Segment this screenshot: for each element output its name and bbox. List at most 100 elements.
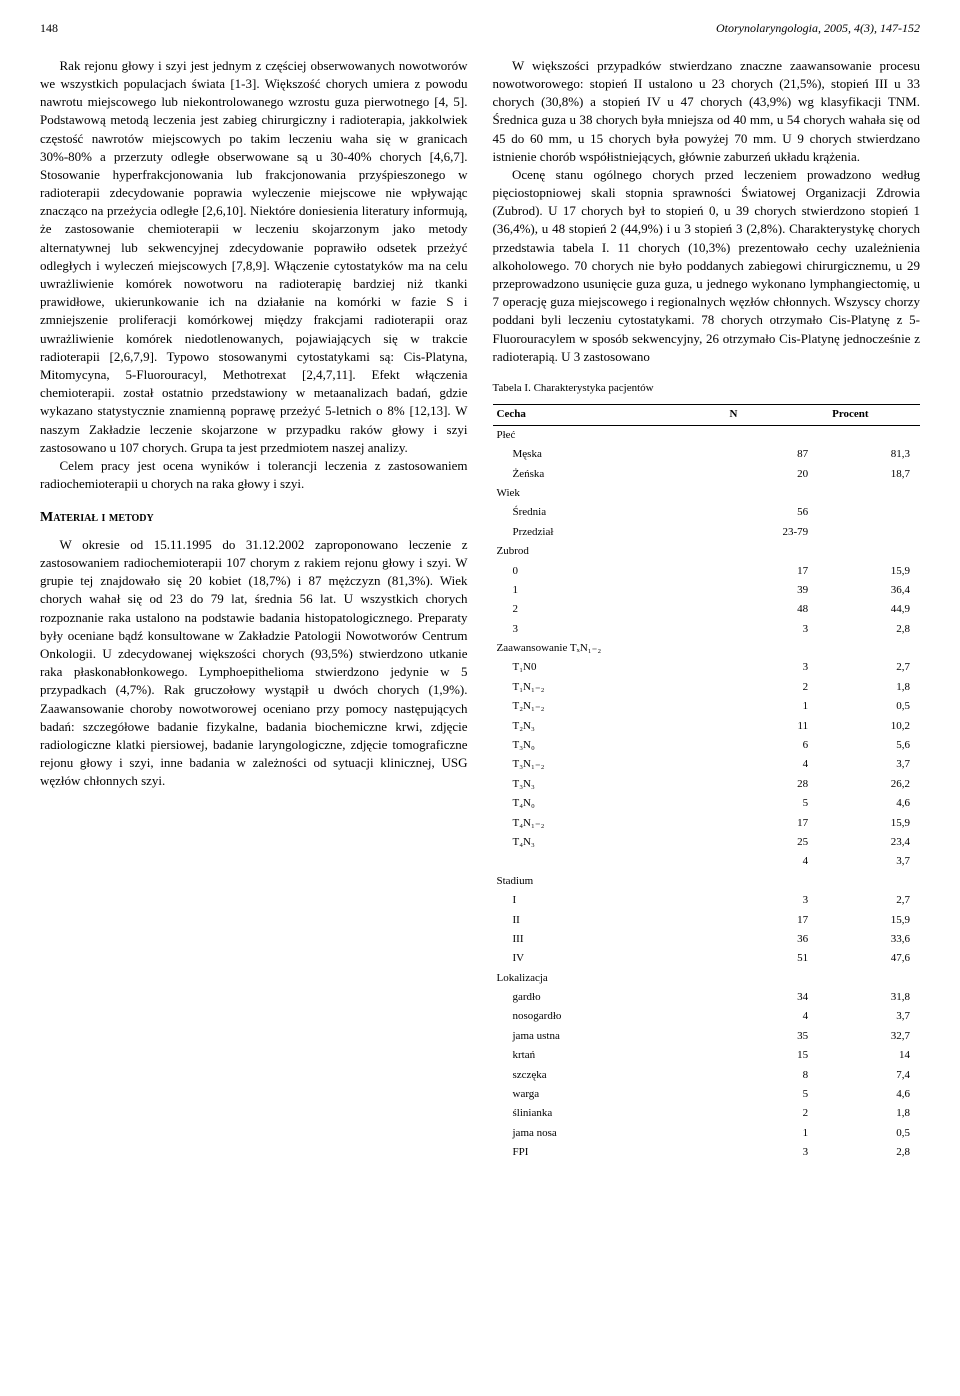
table-cell-pct: 33,6 xyxy=(828,930,920,949)
table-cell-n: 4 xyxy=(725,755,828,774)
table-row: T₂N₃1110,2 xyxy=(493,717,921,736)
table-row: T₃N₀65,6 xyxy=(493,736,921,755)
table-row: T₄N₁₋₂1715,9 xyxy=(493,814,921,833)
table-cell-n: 2 xyxy=(725,1104,828,1123)
table-row: gardło3431,8 xyxy=(493,988,921,1007)
col-header-n: N xyxy=(725,405,828,425)
table-cell-pct: 1,8 xyxy=(828,678,920,697)
table-cell-n: 11 xyxy=(725,717,828,736)
table-cell-n: 23-79 xyxy=(725,523,828,542)
table-row: 24844,9 xyxy=(493,600,921,619)
table-cell-pct: 2,7 xyxy=(828,891,920,910)
table-header-row: Cecha N Procent xyxy=(493,405,921,425)
table-cell-label: warga xyxy=(493,1085,726,1104)
two-column-layout: Rak rejonu głowy i szyi jest jednym z cz… xyxy=(40,57,920,1163)
table-row: T₄N₃2523,4 xyxy=(493,833,921,852)
table-row: Przedział23-79 xyxy=(493,523,921,542)
table-cell-n: 56 xyxy=(725,503,828,522)
table-cell-pct: 26,2 xyxy=(828,775,920,794)
table-cell-pct: 4,6 xyxy=(828,794,920,813)
table-cell-pct: 5,6 xyxy=(828,736,920,755)
table-cell-label: T₄N₃ xyxy=(493,833,726,852)
right-para-1: W większości przypadków stwierdzano znac… xyxy=(493,57,921,166)
table-cell-pct: 3,7 xyxy=(828,852,920,871)
table-cell-label: 0 xyxy=(493,562,726,581)
journal-info: Otorynolaryngologia, 2005, 4(3), 147-152 xyxy=(716,20,920,37)
table-row: 43,7 xyxy=(493,852,921,871)
table-cell-pct: 3,7 xyxy=(828,1007,920,1026)
table-cell-n: 5 xyxy=(725,794,828,813)
table-cell-label: ślinianka xyxy=(493,1104,726,1123)
table-cell-label: T₂N₃ xyxy=(493,717,726,736)
table-cell-n: 8 xyxy=(725,1066,828,1085)
table-row: IV5147,6 xyxy=(493,949,921,968)
table-cell-n: 17 xyxy=(725,814,828,833)
table-cell-pct: 2,8 xyxy=(828,1143,920,1162)
table-cell-n: 48 xyxy=(725,600,828,619)
table-row: szczęka87,4 xyxy=(493,1066,921,1085)
table-group-label: Wiek xyxy=(493,484,726,503)
table-cell-n: 3 xyxy=(725,658,828,677)
table-row: ślinianka21,8 xyxy=(493,1104,921,1123)
table-cell-pct: 7,4 xyxy=(828,1066,920,1085)
table-row: I32,7 xyxy=(493,891,921,910)
table-group-label: Płeć xyxy=(493,425,726,445)
col-header-cecha: Cecha xyxy=(493,405,726,425)
table-cell-pct: 2,8 xyxy=(828,620,920,639)
table-row: 01715,9 xyxy=(493,562,921,581)
table-cell-label: T₃N₃ xyxy=(493,775,726,794)
table-cell-n: 3 xyxy=(725,620,828,639)
table-row: T₄N₀54,6 xyxy=(493,794,921,813)
table-row: T₂N₁₋₂10,5 xyxy=(493,697,921,716)
table-cell-n: 2 xyxy=(725,678,828,697)
table-cell-n: 36 xyxy=(725,930,828,949)
table-group-row: Stadium xyxy=(493,872,921,891)
methods-heading: Materiał i metody xyxy=(40,508,468,528)
table-cell-n: 4 xyxy=(725,852,828,871)
table-cell-pct: 47,6 xyxy=(828,949,920,968)
table-cell-n: 17 xyxy=(725,562,828,581)
table-cell-pct: 3,7 xyxy=(828,755,920,774)
table-group-row: Wiek xyxy=(493,484,921,503)
table-cell-pct: 44,9 xyxy=(828,600,920,619)
left-para-2: Celem pracy jest ocena wyników i toleran… xyxy=(40,457,468,493)
table-cell-label: Średnia xyxy=(493,503,726,522)
table-cell-pct: 2,7 xyxy=(828,658,920,677)
table-caption: Tabela I. Charakterystyka pacjentów xyxy=(493,381,921,396)
table-cell-label: 1 xyxy=(493,581,726,600)
table-group-label: Zaawansowanie TₓN₁₋₂ xyxy=(493,639,726,658)
right-para-2: Ocenę stanu ogólnego chorych przed lecze… xyxy=(493,166,921,366)
table-cell-label: gardło xyxy=(493,988,726,1007)
table-cell-label: T₃N₀ xyxy=(493,736,726,755)
table-cell-label xyxy=(493,852,726,871)
table-row: Żeńska2018,7 xyxy=(493,465,921,484)
table-cell-n: 25 xyxy=(725,833,828,852)
table-cell-label: szczęka xyxy=(493,1066,726,1085)
table-cell-label: T₁N0 xyxy=(493,658,726,677)
left-para-3: W okresie od 15.11.1995 do 31.12.2002 za… xyxy=(40,536,468,791)
table-cell-n: 20 xyxy=(725,465,828,484)
table-row: III3633,6 xyxy=(493,930,921,949)
page-header: 148 Otorynolaryngologia, 2005, 4(3), 147… xyxy=(40,20,920,37)
table-cell-pct: 18,7 xyxy=(828,465,920,484)
table-cell-pct: 10,2 xyxy=(828,717,920,736)
table-row: T₁N₁₋₂21,8 xyxy=(493,678,921,697)
table-cell-label: 3 xyxy=(493,620,726,639)
right-column: W większości przypadków stwierdzano znac… xyxy=(493,57,921,1163)
table-row: T₁N032,7 xyxy=(493,658,921,677)
table-row: II1715,9 xyxy=(493,911,921,930)
table-cell-label: jama ustna xyxy=(493,1027,726,1046)
table-cell-pct: 23,4 xyxy=(828,833,920,852)
table-row: T₃N₁₋₂43,7 xyxy=(493,755,921,774)
table-group-label: Zubrod xyxy=(493,542,726,561)
table-row: Średnia56 xyxy=(493,503,921,522)
table-cell-pct: 81,3 xyxy=(828,445,920,464)
table-cell-label: krtań xyxy=(493,1046,726,1065)
table-row: FPI32,8 xyxy=(493,1143,921,1162)
table-cell-label: T₁N₁₋₂ xyxy=(493,678,726,697)
table-cell-label: nosogardło xyxy=(493,1007,726,1026)
table-group-row: Płeć xyxy=(493,425,921,445)
table-cell-pct: 1,8 xyxy=(828,1104,920,1123)
table-cell-pct: 15,9 xyxy=(828,562,920,581)
table-cell-label: T₃N₁₋₂ xyxy=(493,755,726,774)
